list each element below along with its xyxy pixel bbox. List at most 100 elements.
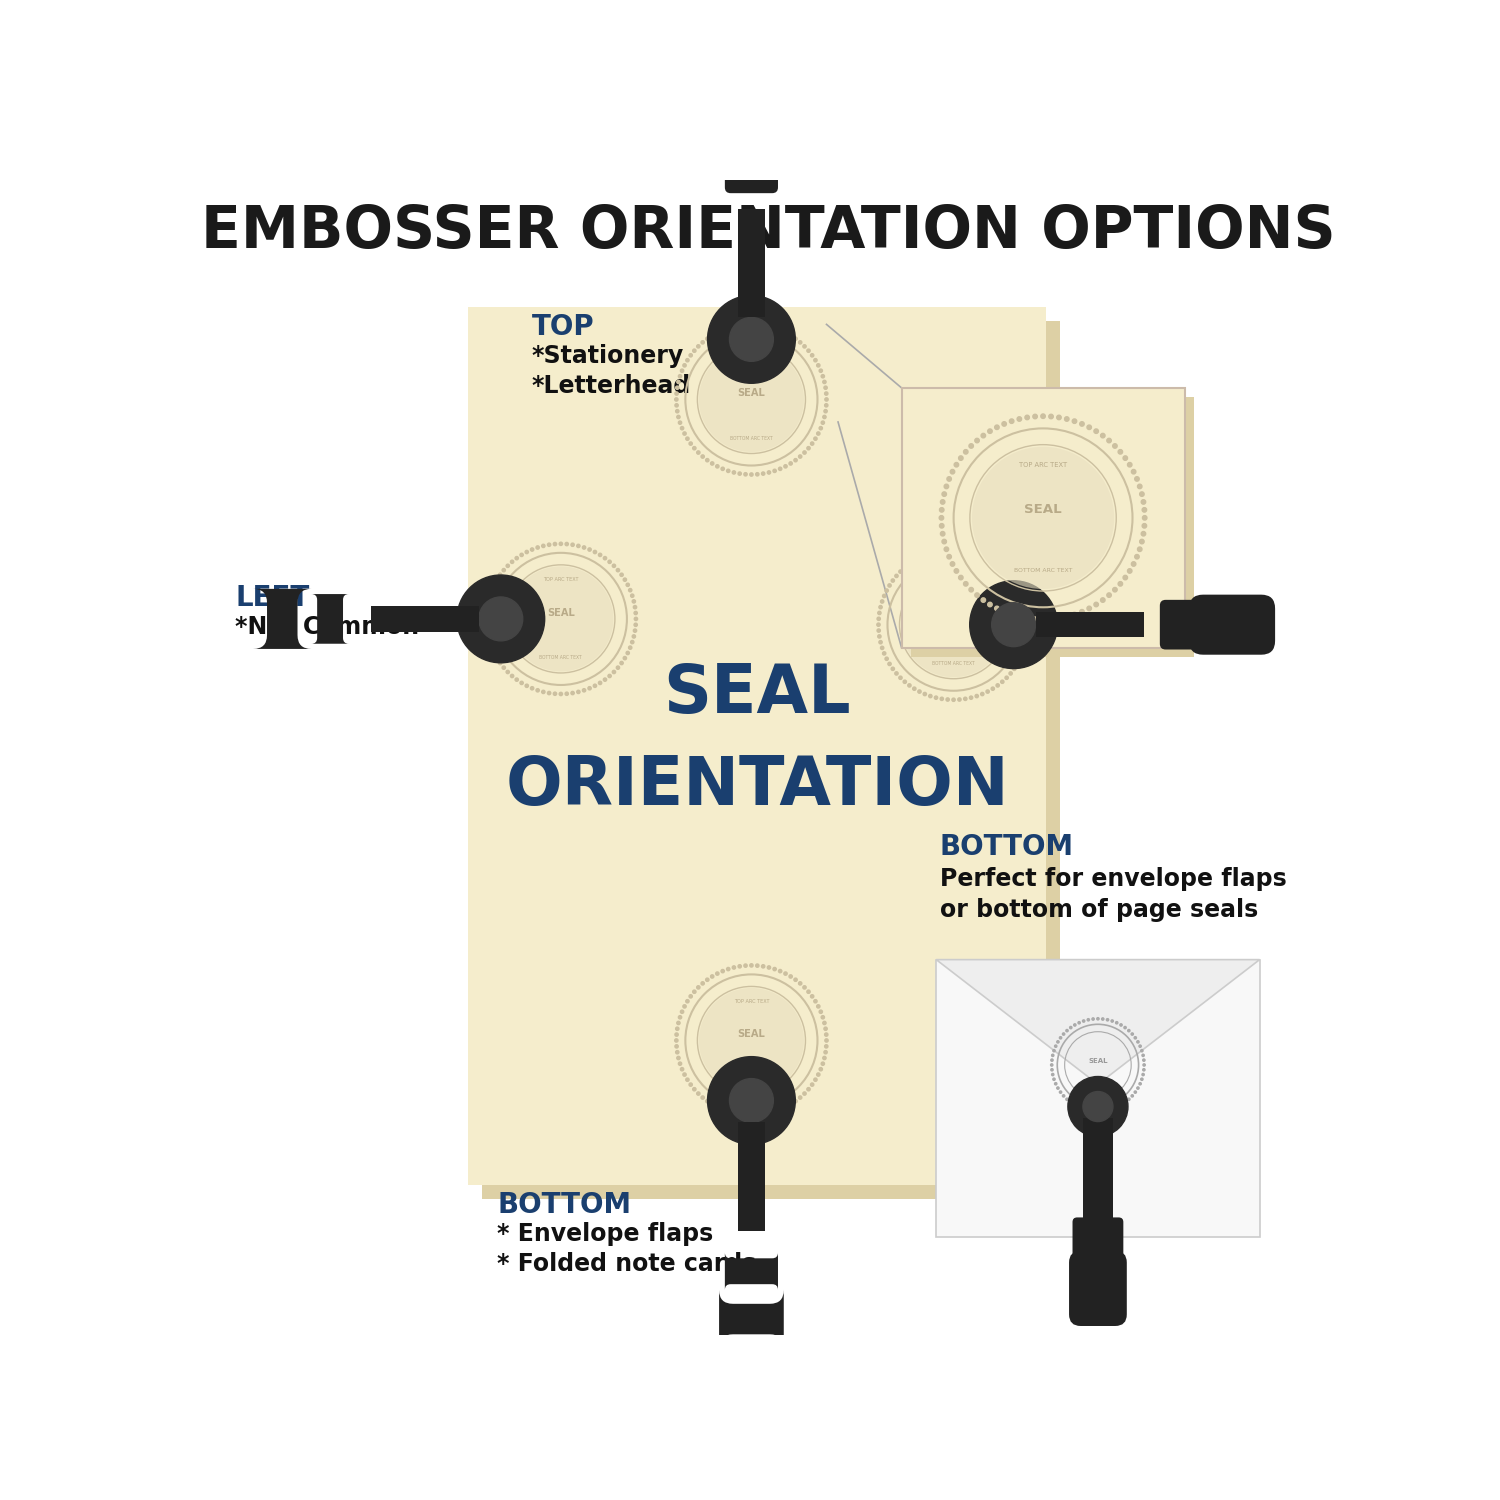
Circle shape xyxy=(738,964,741,968)
FancyBboxPatch shape xyxy=(1035,612,1143,638)
FancyBboxPatch shape xyxy=(910,398,1194,657)
Circle shape xyxy=(810,442,814,446)
FancyBboxPatch shape xyxy=(1190,594,1275,654)
Circle shape xyxy=(634,616,638,621)
Circle shape xyxy=(821,1062,825,1065)
Circle shape xyxy=(824,386,827,390)
Circle shape xyxy=(536,688,540,692)
Circle shape xyxy=(744,964,747,968)
Circle shape xyxy=(675,404,678,406)
Circle shape xyxy=(963,549,968,552)
Text: or bottom of page seals: or bottom of page seals xyxy=(939,898,1258,922)
Circle shape xyxy=(940,549,944,552)
Circle shape xyxy=(1134,1036,1137,1040)
Circle shape xyxy=(628,646,632,650)
Circle shape xyxy=(1142,524,1146,528)
Circle shape xyxy=(688,1083,693,1086)
Circle shape xyxy=(922,693,927,696)
Circle shape xyxy=(603,556,606,560)
Circle shape xyxy=(1083,1020,1084,1022)
FancyBboxPatch shape xyxy=(718,1290,784,1348)
Circle shape xyxy=(946,477,951,482)
Circle shape xyxy=(903,566,906,568)
Circle shape xyxy=(1010,419,1014,423)
Circle shape xyxy=(560,542,562,546)
Circle shape xyxy=(896,574,898,578)
Circle shape xyxy=(675,392,678,394)
Circle shape xyxy=(1142,1074,1144,1076)
Text: TOP ARC TEXT: TOP ARC TEXT xyxy=(734,358,770,363)
Circle shape xyxy=(1072,612,1077,616)
Circle shape xyxy=(503,568,506,572)
Circle shape xyxy=(688,442,693,446)
Circle shape xyxy=(676,1022,680,1025)
Circle shape xyxy=(940,500,945,504)
Circle shape xyxy=(885,590,888,592)
Circle shape xyxy=(488,640,490,644)
Circle shape xyxy=(744,1113,747,1118)
Circle shape xyxy=(794,459,796,462)
Circle shape xyxy=(525,550,528,554)
Circle shape xyxy=(1024,606,1028,609)
Circle shape xyxy=(705,459,710,462)
Circle shape xyxy=(819,426,822,430)
Circle shape xyxy=(798,340,802,344)
Circle shape xyxy=(994,606,999,610)
Circle shape xyxy=(882,652,886,656)
Circle shape xyxy=(825,1040,828,1042)
Circle shape xyxy=(681,1068,684,1071)
Circle shape xyxy=(1088,1108,1089,1112)
Circle shape xyxy=(1062,1095,1065,1096)
FancyBboxPatch shape xyxy=(724,144,778,194)
Circle shape xyxy=(951,470,954,474)
Circle shape xyxy=(762,324,765,327)
Circle shape xyxy=(525,684,528,687)
Circle shape xyxy=(807,1088,810,1090)
Circle shape xyxy=(1000,680,1004,684)
Circle shape xyxy=(1140,492,1144,496)
Circle shape xyxy=(1019,657,1022,660)
Circle shape xyxy=(944,548,948,552)
Circle shape xyxy=(825,1044,828,1048)
Circle shape xyxy=(768,1112,771,1114)
Text: SEAL: SEAL xyxy=(1088,1059,1107,1065)
Circle shape xyxy=(566,543,568,546)
Circle shape xyxy=(686,1078,688,1082)
Circle shape xyxy=(824,1050,827,1054)
Circle shape xyxy=(1094,429,1098,433)
Circle shape xyxy=(732,966,735,969)
Circle shape xyxy=(928,694,932,698)
Circle shape xyxy=(1016,584,1019,586)
Circle shape xyxy=(750,963,753,968)
Circle shape xyxy=(634,622,638,627)
Circle shape xyxy=(1058,1041,1059,1042)
Circle shape xyxy=(784,332,788,334)
Circle shape xyxy=(498,662,502,664)
Text: EMBOSSER ORIENTATION OPTIONS: EMBOSSER ORIENTATION OPTIONS xyxy=(201,204,1336,261)
Circle shape xyxy=(620,573,622,576)
Circle shape xyxy=(802,986,806,988)
Circle shape xyxy=(1140,1050,1143,1052)
FancyBboxPatch shape xyxy=(902,388,1185,648)
Circle shape xyxy=(996,684,999,687)
Circle shape xyxy=(510,675,513,678)
FancyBboxPatch shape xyxy=(483,321,1060,1198)
Circle shape xyxy=(486,634,489,638)
Text: SEAL: SEAL xyxy=(738,1029,765,1039)
Circle shape xyxy=(975,592,980,597)
Circle shape xyxy=(1054,1083,1058,1084)
Circle shape xyxy=(1137,1041,1138,1042)
FancyBboxPatch shape xyxy=(1072,1218,1124,1261)
FancyBboxPatch shape xyxy=(1083,1118,1113,1222)
Circle shape xyxy=(1026,616,1030,621)
Text: TOP ARC TEXT: TOP ARC TEXT xyxy=(543,578,579,582)
Circle shape xyxy=(798,454,802,458)
Circle shape xyxy=(1059,1090,1062,1094)
Circle shape xyxy=(675,398,678,400)
Text: TOP ARC TEXT: TOP ARC TEXT xyxy=(1019,462,1066,468)
Circle shape xyxy=(705,338,710,340)
Circle shape xyxy=(632,600,636,603)
Circle shape xyxy=(1022,652,1025,656)
Circle shape xyxy=(490,588,494,592)
Circle shape xyxy=(722,328,724,332)
